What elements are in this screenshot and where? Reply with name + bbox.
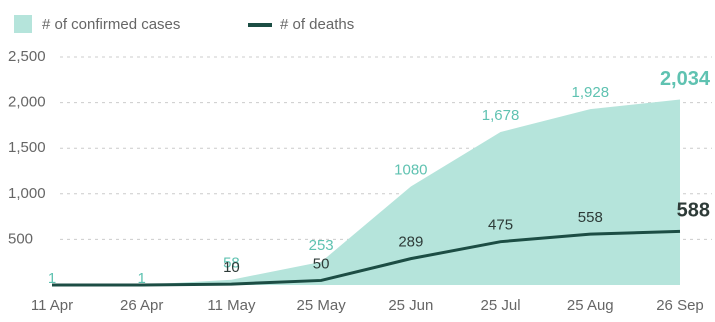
data-label: 253 <box>309 237 334 254</box>
y-tick-label: 2,500 <box>8 48 46 65</box>
line <box>52 229 681 287</box>
y-tick-label: 1,000 <box>8 185 46 202</box>
data-label: 475 <box>488 217 513 234</box>
data-label: 1,678 <box>482 107 520 124</box>
data-label: 58 <box>223 255 240 272</box>
legend-label: # of confirmed cases <box>42 16 180 33</box>
x-tick-label: 11 May <box>207 297 256 314</box>
data-label: 10 <box>223 259 240 276</box>
area <box>52 99 680 285</box>
x-tick-label: 11 Apr <box>31 297 73 314</box>
data-label: 558 <box>578 209 603 226</box>
x-tick-label: 25 Jun <box>388 297 433 314</box>
y-tick-label: 1,500 <box>8 139 46 156</box>
data-label: 1,928 <box>572 84 610 101</box>
data-label: 289 <box>398 234 423 251</box>
data-label: 1 <box>48 270 56 287</box>
y-tick-label: 2,000 <box>8 94 46 111</box>
legend-label: # of deaths <box>280 16 354 33</box>
y-tick-label: 500 <box>8 230 33 247</box>
x-tick-label: 25 May <box>297 297 347 314</box>
data-label: 588 <box>677 200 710 222</box>
x-tick-label: 25 Jul <box>481 297 521 314</box>
data-label: 50 <box>313 255 330 272</box>
x-tick-label: 25 Aug <box>567 297 614 314</box>
data-label: 2,034 <box>660 68 711 90</box>
x-tick-label: 26 Apr <box>120 297 163 314</box>
data-label: 1080 <box>394 161 427 178</box>
data-label: 1 <box>138 270 146 287</box>
x-tick-label: 26 Sep <box>656 297 704 314</box>
legend-swatch <box>14 15 32 33</box>
